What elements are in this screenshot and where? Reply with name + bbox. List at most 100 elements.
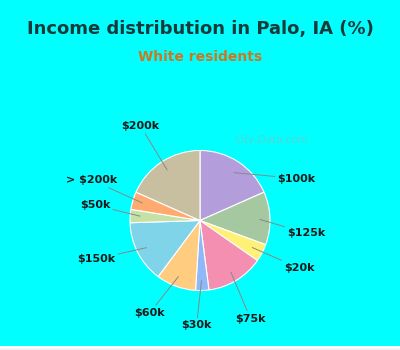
Bar [0, 348, 400, 350]
Bar [0, 347, 400, 349]
Bar [0, 347, 400, 350]
Bar [0, 347, 400, 349]
Wedge shape [200, 220, 258, 290]
Bar [0, 348, 400, 350]
Bar [0, 346, 400, 349]
Bar [0, 347, 400, 349]
Bar [0, 346, 400, 349]
Bar [0, 348, 400, 350]
Wedge shape [196, 220, 209, 290]
Bar [0, 346, 400, 348]
Text: $30k: $30k [181, 281, 212, 330]
Bar [0, 346, 400, 348]
Bar [0, 346, 400, 349]
Bar [0, 346, 400, 349]
Bar [0, 347, 400, 349]
Bar [0, 346, 400, 348]
Text: $50k: $50k [80, 200, 140, 216]
Bar [0, 346, 400, 348]
Bar [0, 346, 400, 348]
Bar [0, 346, 400, 349]
Bar [0, 346, 400, 349]
Bar [0, 346, 400, 349]
Bar [0, 345, 400, 348]
Bar [0, 347, 400, 349]
Bar [0, 346, 400, 349]
Bar [0, 346, 400, 348]
Bar [0, 348, 400, 350]
Bar [0, 346, 400, 348]
Bar [0, 346, 400, 349]
Bar [0, 347, 400, 349]
Bar [0, 347, 400, 349]
Bar [0, 347, 400, 349]
Bar [0, 348, 400, 350]
Text: $125k: $125k [260, 219, 326, 238]
Bar [0, 348, 400, 350]
Bar [0, 347, 400, 349]
Bar [0, 346, 400, 348]
Bar [0, 346, 400, 348]
Text: $200k: $200k [122, 121, 167, 170]
Wedge shape [130, 209, 200, 223]
Bar [0, 346, 400, 348]
Bar [0, 348, 400, 350]
Bar [0, 347, 400, 349]
Bar [0, 346, 400, 348]
Bar [0, 347, 400, 349]
Bar [0, 347, 400, 349]
Bar [0, 347, 400, 350]
Bar [0, 346, 400, 349]
Wedge shape [200, 150, 264, 220]
Wedge shape [200, 192, 270, 245]
Bar [0, 346, 400, 349]
Bar [0, 346, 400, 348]
Bar [0, 348, 400, 350]
Bar [0, 348, 400, 350]
Bar [0, 348, 400, 350]
Bar [0, 346, 400, 348]
Bar [0, 347, 400, 349]
Bar [0, 348, 400, 350]
Bar [0, 346, 400, 349]
Text: White residents: White residents [138, 50, 262, 64]
Bar [0, 347, 400, 349]
Bar [0, 348, 400, 350]
Bar [0, 348, 400, 350]
Bar [0, 347, 400, 349]
Bar [0, 346, 400, 349]
Bar [0, 347, 400, 349]
Bar [0, 346, 400, 349]
Bar [0, 348, 400, 350]
Bar [0, 347, 400, 350]
Bar [0, 346, 400, 348]
Wedge shape [158, 220, 200, 290]
Bar [0, 347, 400, 349]
Bar [0, 346, 400, 348]
Bar [0, 348, 400, 350]
Bar [0, 346, 400, 348]
Bar [0, 346, 400, 348]
Bar [0, 347, 400, 349]
Bar [0, 346, 400, 349]
Bar [0, 346, 400, 348]
Bar [0, 347, 400, 349]
Text: $75k: $75k [231, 272, 266, 323]
Bar [0, 347, 400, 349]
Bar [0, 348, 400, 350]
Bar [0, 346, 400, 348]
Bar [0, 346, 400, 348]
Bar [0, 347, 400, 349]
Bar [0, 346, 400, 348]
Bar [0, 346, 400, 348]
Bar [0, 347, 400, 349]
Text: $150k: $150k [77, 248, 146, 264]
Bar [0, 346, 400, 349]
Text: Income distribution in Palo, IA (%): Income distribution in Palo, IA (%) [26, 20, 374, 38]
Bar [0, 348, 400, 350]
Wedge shape [131, 192, 200, 220]
Bar [0, 347, 400, 349]
Text: $20k: $20k [252, 247, 315, 273]
Text: $60k: $60k [134, 276, 178, 318]
Bar [0, 346, 400, 348]
